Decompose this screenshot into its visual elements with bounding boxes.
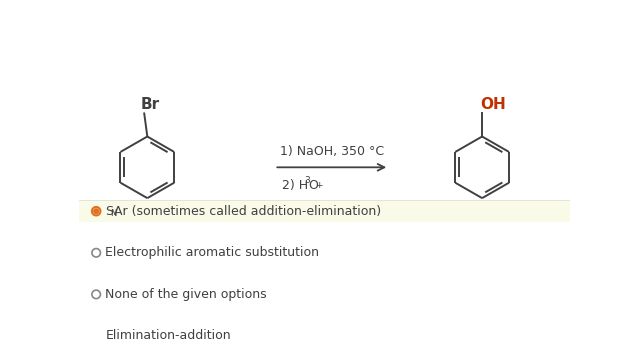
Text: OH: OH [480, 97, 506, 112]
Circle shape [94, 209, 99, 213]
Text: S: S [106, 205, 113, 218]
Text: Ar (sometimes called addition-elimination): Ar (sometimes called addition-eliminatio… [114, 205, 381, 218]
Text: +: + [315, 181, 323, 190]
Text: Electrophilic aromatic substitution: Electrophilic aromatic substitution [106, 246, 320, 259]
Text: 1) NaOH, 350 °C: 1) NaOH, 350 °C [280, 145, 384, 158]
Text: O: O [308, 179, 318, 192]
Text: 3: 3 [304, 176, 310, 185]
Bar [79, 200, 570, 222]
Text: 2) H: 2) H [282, 179, 308, 192]
Text: Br: Br [141, 97, 160, 112]
Text: Elimination-addition: Elimination-addition [106, 329, 231, 342]
Text: N: N [110, 209, 116, 218]
Text: None of the given options: None of the given options [106, 288, 267, 301]
